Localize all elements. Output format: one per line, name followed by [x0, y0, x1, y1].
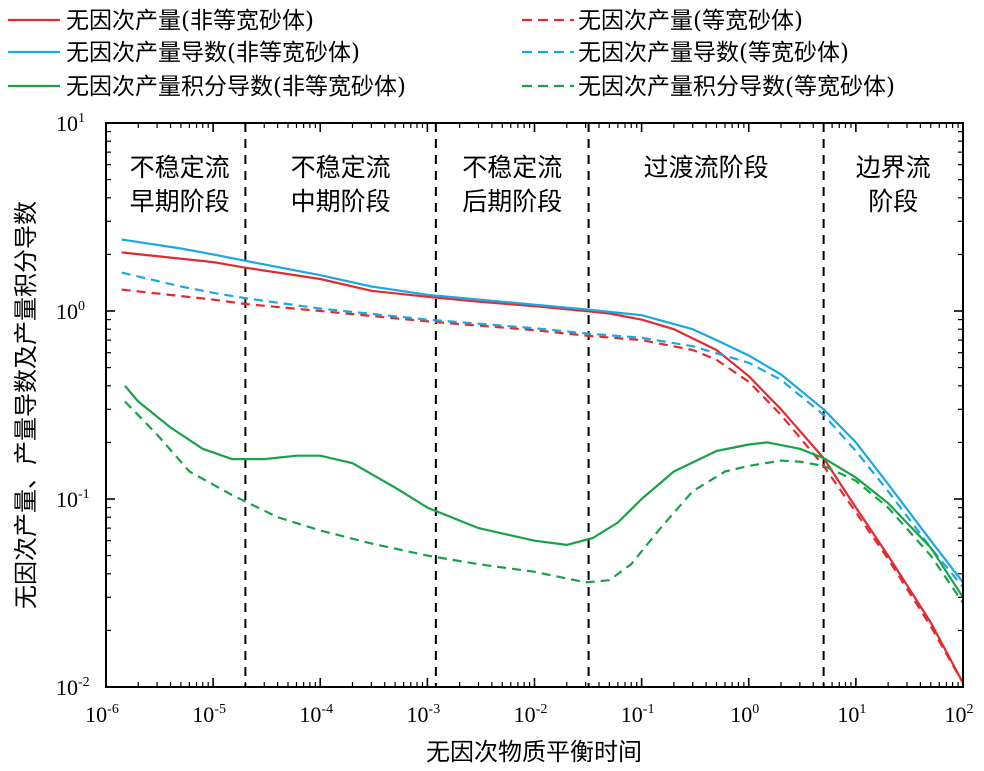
y-tick-label: 100	[56, 299, 85, 324]
legend: 无因次产量(非等宽砂体) 无因次产量(等宽砂体) 无因次产量导数(非等宽砂体) 无因次…	[8, 8, 895, 100]
x-tick-label: 10-1	[621, 702, 655, 727]
legend-label: 无因次产量(等宽砂体)	[578, 8, 803, 34]
x-tick-label: 10-4	[299, 702, 333, 727]
y-tick-label: 10-1	[56, 487, 90, 512]
phase-label: 中期阶段	[291, 187, 391, 216]
x-tick-label: 10-2	[514, 702, 548, 727]
phase-label: 过渡流阶段	[644, 153, 769, 182]
series-line	[121, 238, 964, 584]
legend-label: 无因次产量积分导数(等宽砂体)	[578, 74, 895, 100]
legend-label: 无因次产量积分导数(非等宽砂体)	[66, 74, 406, 100]
phase-label: 早期阶段	[130, 187, 230, 216]
x-tick-label: 102	[945, 702, 974, 727]
series-line	[121, 251, 964, 684]
phase-boundaries	[244, 123, 825, 687]
x-tick-label: 10-3	[407, 702, 441, 727]
x-tick-label: 10-5	[192, 702, 226, 727]
legend-label: 无因次产量导数(等宽砂体)	[578, 40, 849, 66]
legend-label: 无因次产量(非等宽砂体)	[66, 8, 314, 34]
axis-ticks: 10-6 10-5 10-4 10-3 10-2 10-1 100 101 102 10-2 10-…	[56, 111, 974, 727]
y-tick-label: 10-2	[56, 675, 90, 700]
phase-label: 不稳定流	[462, 153, 562, 182]
y-tick-label: 101	[56, 111, 85, 136]
x-tick-label: 10-6	[85, 702, 119, 727]
legend-label: 无因次产量导数(非等宽砂体)	[66, 40, 360, 66]
x-axis-label: 无因次物质平衡时间	[426, 738, 642, 766]
series-lines	[121, 238, 964, 684]
x-tick-label: 101	[837, 702, 866, 727]
series-line	[124, 400, 964, 604]
series-line	[121, 288, 964, 684]
phase-label: 阶段	[868, 187, 918, 216]
phase-label: 边界流	[856, 153, 931, 182]
series-line	[124, 385, 964, 598]
y-axis-label: 无因次产量、产量导数及产量积分导数	[12, 201, 40, 609]
series-line	[121, 271, 964, 588]
phase-label: 后期阶段	[462, 187, 562, 216]
x-tick-label: 100	[730, 702, 759, 727]
phase-label: 不稳定流	[291, 153, 391, 182]
phase-label: 不稳定流	[130, 153, 230, 182]
